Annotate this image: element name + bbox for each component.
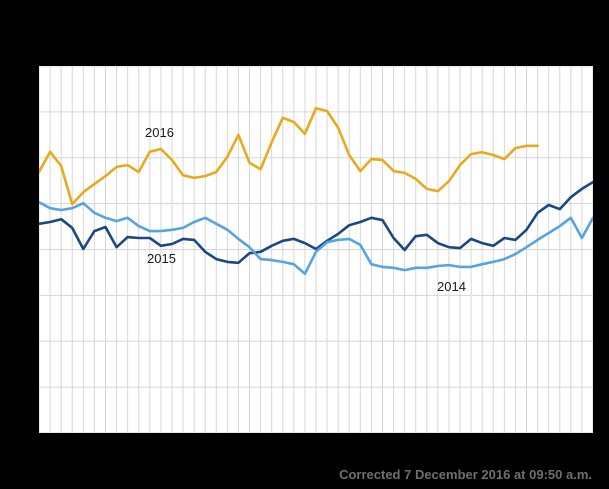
series-line-2014 xyxy=(39,200,593,276)
series-label-2015: 2015 xyxy=(147,251,176,266)
correction-note: Corrected 7 December 2016 at 09:50 a.m. xyxy=(339,467,592,482)
plot-area xyxy=(39,66,593,433)
chart-svg xyxy=(39,66,593,433)
series-label-2016: 2016 xyxy=(145,125,174,140)
series-line-2015 xyxy=(39,180,593,265)
series-line-2016 xyxy=(39,106,539,206)
series-label-2014: 2014 xyxy=(437,279,466,294)
